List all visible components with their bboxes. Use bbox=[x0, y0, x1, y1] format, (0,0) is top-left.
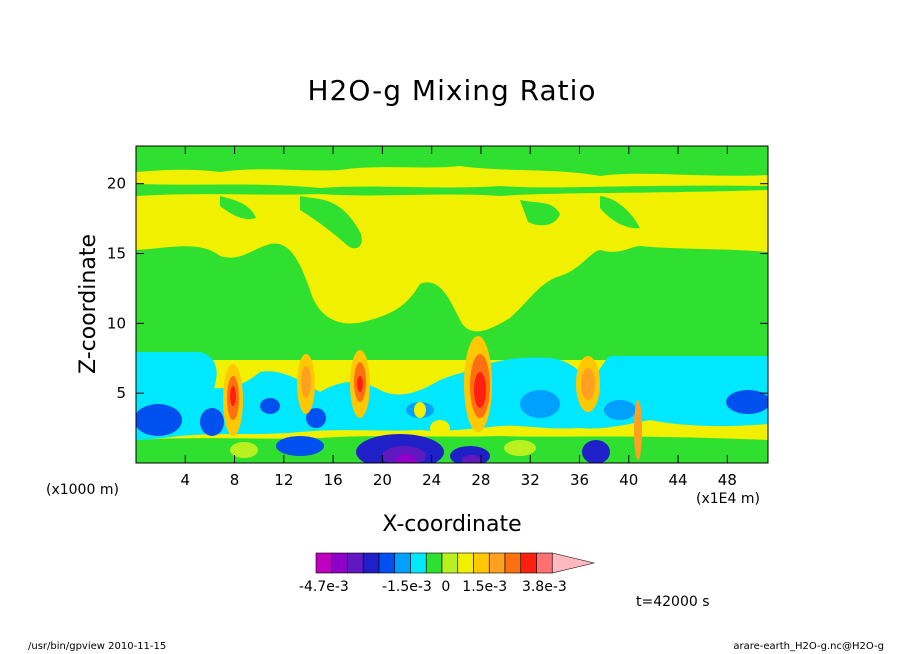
colorbar: -4.7e-3 -1.5e-3 0 1.5e-3 3.8e-3 bbox=[299, 552, 595, 595]
x-axis-label: X-coordinate bbox=[382, 512, 522, 537]
colorbar-swatch bbox=[504, 552, 522, 574]
colorbar-swatch bbox=[473, 552, 490, 574]
x-tick-label: 8 bbox=[230, 471, 240, 489]
y-axis-label: Z-coordinate bbox=[76, 234, 101, 374]
colorbar-swatch bbox=[520, 552, 537, 574]
x-tick-label: 4 bbox=[181, 471, 191, 489]
x-tick-label: 48 bbox=[718, 471, 737, 489]
x-tick-label: 12 bbox=[274, 471, 293, 489]
x-tick-label: 20 bbox=[373, 471, 392, 489]
footer-program: /usr/bin/gpview 2010-11-15 bbox=[28, 641, 167, 652]
y-tick-label: 15 bbox=[107, 245, 126, 263]
colorbar-swatch bbox=[378, 552, 396, 574]
convective-plume bbox=[297, 354, 315, 414]
x-unit-left: (x1000 m) bbox=[46, 482, 119, 498]
y-tick-label: 10 bbox=[107, 314, 126, 332]
colorbar-label: -1.5e-3 bbox=[382, 579, 432, 595]
x-tick-label: 40 bbox=[619, 471, 638, 489]
convective-plume bbox=[576, 356, 600, 412]
colorbar-swatch bbox=[331, 552, 348, 574]
colorbar-label: 3.8e-3 bbox=[522, 579, 567, 595]
colorbar-swatch bbox=[536, 552, 553, 574]
colorbar-swatch bbox=[410, 552, 427, 574]
convective-plume bbox=[223, 364, 243, 436]
y-tick-label: 20 bbox=[107, 175, 126, 193]
colorbar-label: 1.5e-3 bbox=[462, 579, 507, 595]
time-stamp: t=42000 s bbox=[636, 594, 710, 610]
colorbar-swatch bbox=[425, 552, 443, 574]
x-tick-label: 28 bbox=[471, 471, 490, 489]
y-tick-label: 5 bbox=[116, 384, 126, 402]
colorbar-swatch bbox=[457, 552, 474, 574]
y-axis: 5 10 15 20 bbox=[107, 175, 768, 402]
colorbar-label: 0 bbox=[441, 579, 450, 595]
x-axis: 4 8 12 16 20 24 28 32 36 40 44 48 bbox=[181, 146, 737, 489]
x-tick-label: 36 bbox=[570, 471, 589, 489]
chart-title: H2O-g Mixing Ratio bbox=[307, 74, 597, 107]
footer-source: arare-earth_H2O-g.nc@H2O-g bbox=[733, 641, 884, 652]
convective-plume bbox=[634, 400, 642, 460]
colorbar-swatch bbox=[394, 552, 411, 574]
heatmap-field bbox=[136, 146, 768, 463]
colorbar-arrow bbox=[551, 552, 595, 574]
colorbar-label: -4.7e-3 bbox=[299, 579, 349, 595]
x-tick-label: 32 bbox=[521, 471, 540, 489]
x-tick-label: 16 bbox=[324, 471, 343, 489]
convective-plume bbox=[464, 336, 492, 432]
x-tick-label: 44 bbox=[669, 471, 688, 489]
x-unit-right: (x1E4 m) bbox=[696, 491, 760, 507]
colorbar-swatch bbox=[362, 552, 380, 574]
plot-frame bbox=[135, 145, 769, 464]
colorbar-swatch bbox=[315, 552, 333, 574]
colorbar-swatch bbox=[488, 552, 506, 574]
colorbar-swatch bbox=[441, 552, 459, 574]
colorbar-swatch bbox=[347, 552, 364, 574]
convective-plume bbox=[350, 350, 370, 418]
x-tick-label: 24 bbox=[422, 471, 441, 489]
